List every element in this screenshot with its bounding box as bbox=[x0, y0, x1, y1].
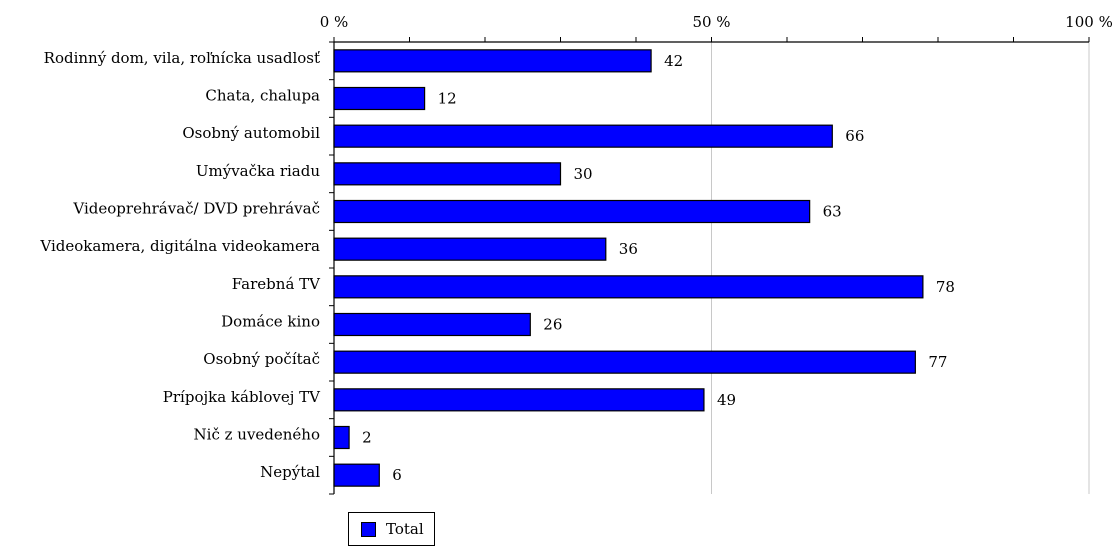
category-label: Videokamera, digitálna videokamera bbox=[39, 237, 320, 255]
bar bbox=[333, 425, 350, 450]
bar bbox=[333, 49, 652, 73]
data-label: 49 bbox=[717, 391, 736, 409]
category-label: Videoprehrávač/ DVD prehrávač bbox=[72, 200, 320, 218]
bar bbox=[333, 124, 833, 148]
legend: Total bbox=[348, 512, 435, 546]
category-label: Rodinný dom, vila, roľnícka usadlosť bbox=[44, 49, 320, 67]
legend-label-total: Total bbox=[386, 520, 424, 538]
bar bbox=[333, 312, 531, 337]
data-label: 66 bbox=[845, 127, 864, 145]
bar bbox=[333, 275, 924, 299]
bar bbox=[333, 463, 380, 487]
bar bbox=[333, 237, 607, 261]
category-label: Osobný automobil bbox=[182, 124, 320, 142]
data-label: 42 bbox=[664, 52, 683, 70]
category-label: Osobný počítač bbox=[203, 350, 320, 368]
x-tick-label-50: 50 % bbox=[692, 13, 730, 31]
category-label: Nepýtal bbox=[260, 463, 320, 481]
data-label: 12 bbox=[438, 90, 457, 108]
grid-lines bbox=[711, 42, 1090, 494]
legend-swatch-total bbox=[361, 521, 376, 537]
data-label: 2 bbox=[362, 429, 372, 447]
x-axis-ticks: 0 % 50 % 100 % bbox=[320, 13, 1113, 43]
category-label: Farebná TV bbox=[232, 275, 321, 293]
category-labels: Rodinný dom, vila, roľnícka usadlosť Chat… bbox=[39, 41, 334, 495]
x-tick-label-0: 0 % bbox=[320, 13, 349, 31]
data-label: 30 bbox=[574, 165, 593, 183]
category-label: Prípojka káblovej TV bbox=[163, 388, 321, 406]
data-label: 36 bbox=[619, 240, 638, 258]
x-tick-label-100: 100 % bbox=[1065, 13, 1113, 31]
data-label: 6 bbox=[392, 466, 402, 484]
data-label: 26 bbox=[543, 316, 562, 334]
category-label: Domáce kino bbox=[221, 313, 320, 331]
bar bbox=[333, 86, 426, 111]
bars bbox=[333, 49, 924, 487]
data-label: 77 bbox=[928, 353, 947, 371]
bar bbox=[333, 350, 916, 374]
category-label: Nič z uvedeného bbox=[194, 426, 320, 444]
category-label: Umývačka riadu bbox=[196, 162, 320, 180]
bar bbox=[333, 388, 705, 412]
data-label: 78 bbox=[936, 278, 955, 296]
bar bbox=[333, 199, 811, 224]
category-label: Chata, chalupa bbox=[205, 87, 320, 105]
bar bbox=[333, 162, 562, 186]
data-label: 63 bbox=[823, 203, 842, 221]
